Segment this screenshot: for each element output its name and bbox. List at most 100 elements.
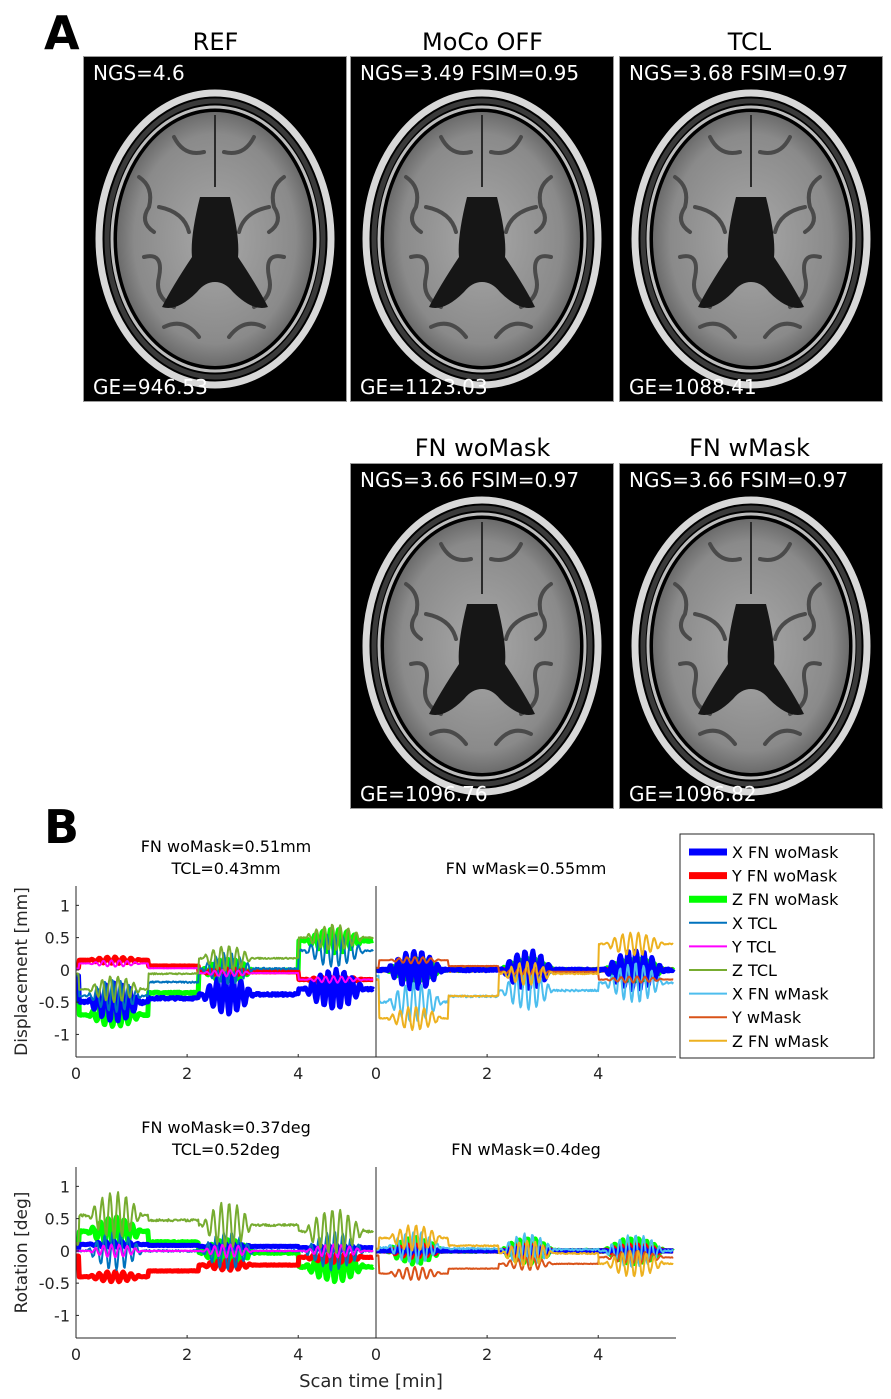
sulcus <box>222 135 256 155</box>
x-tick-label: 2 <box>182 1064 192 1083</box>
metric-ge: GE=1123.03 <box>360 375 488 399</box>
legend-label: Z TCL <box>732 961 777 980</box>
y-tick-label: 0.5 <box>45 1210 70 1229</box>
sulcus <box>489 135 523 155</box>
metric-ge: GE=1096.82 <box>629 782 757 806</box>
sulcus <box>409 254 443 309</box>
image-title-fn-wmask: FN wMask <box>689 434 810 462</box>
legend-label: X FN wMask <box>732 985 829 1004</box>
sulcus <box>409 661 443 716</box>
panel-a-label: A <box>44 6 80 60</box>
sulcus <box>504 612 538 641</box>
mri-image-tcl: NGS=3.68 FSIM=0.97 GE=1088.41 <box>619 56 883 402</box>
legend-label: Y wMask <box>731 1008 802 1027</box>
chart-3: 0 2 4 FN wMask=0.4deg <box>371 1140 676 1364</box>
x-tick-label: 4 <box>293 1345 303 1364</box>
chart-title: TCL=0.43mm <box>170 859 280 878</box>
sulcus <box>267 175 286 234</box>
sulcus <box>698 321 737 339</box>
image-title-ref: REF <box>192 28 239 56</box>
sulcus <box>227 321 266 339</box>
sulcus <box>489 542 523 562</box>
sulcus <box>494 728 533 746</box>
y-tick-label: 1 <box>60 896 70 915</box>
y-tick-label: 0 <box>60 1242 70 1261</box>
image-title-moco-off: MoCo OFF <box>422 28 543 56</box>
series-z-fn-wmask <box>376 1224 674 1278</box>
brain-scan-graphic <box>362 496 602 796</box>
x-tick-label: 2 <box>482 1064 492 1083</box>
sulcus <box>429 321 468 339</box>
metric-ge: GE=1096.76 <box>360 782 488 806</box>
y-tick-label: -0.5 <box>39 1274 70 1293</box>
sulcus <box>172 135 206 155</box>
y-tick-label: 0.5 <box>45 929 70 948</box>
metric-ge: GE=1088.41 <box>629 375 757 399</box>
series-x-tcl <box>76 933 374 1013</box>
metric-top: NGS=3.66 FSIM=0.97 <box>360 468 580 492</box>
sulcus <box>404 175 423 234</box>
sulcus <box>429 728 468 746</box>
ventricles <box>698 604 804 715</box>
x-tick-label: 0 <box>71 1064 81 1083</box>
metric-top: NGS=4.6 <box>93 61 185 85</box>
series-group <box>76 1191 375 1285</box>
x-tick-label: 4 <box>293 1064 303 1083</box>
skull-outer <box>631 89 871 389</box>
skull-outer <box>362 89 602 389</box>
x-tick-label: 4 <box>593 1345 603 1364</box>
sulcus <box>773 205 807 234</box>
sulcus <box>803 175 822 234</box>
sulcus <box>758 542 792 562</box>
series-group <box>376 1224 675 1281</box>
series-y-wmask <box>376 956 674 984</box>
sulcus <box>494 321 533 339</box>
sulcus <box>773 612 807 641</box>
skull-rim <box>377 512 587 780</box>
ventricles <box>429 604 535 715</box>
sulcus <box>424 205 458 234</box>
sulcus <box>424 612 458 641</box>
legend-label: X TCL <box>732 914 777 933</box>
series-group <box>376 931 676 1032</box>
sulcus <box>708 542 742 562</box>
x-tick-label: 4 <box>593 1064 603 1083</box>
sulcus <box>678 661 712 716</box>
sulcus <box>534 582 553 641</box>
brain-scan-graphic <box>362 89 602 389</box>
x-tick-label: 0 <box>371 1345 381 1364</box>
y-tick-label: -1 <box>54 1025 70 1044</box>
legend-label: Z FN woMask <box>732 890 839 909</box>
mri-image-moco-off: NGS=3.49 FSIM=0.95 GE=1123.03 <box>350 56 614 402</box>
skull-outer <box>95 89 335 389</box>
chart-1: 0 2 4 FN wMask=0.55mm <box>371 859 676 1083</box>
ventricles <box>698 197 804 308</box>
sulcus <box>693 205 727 234</box>
legend-label: Y FN woMask <box>731 867 838 886</box>
sulcus <box>162 321 201 339</box>
legend-label: Y TCL <box>731 937 776 956</box>
sulcus <box>698 728 737 746</box>
sulcus <box>678 254 712 309</box>
chart-title: FN woMask=0.51mm <box>141 837 312 856</box>
sulcus <box>142 254 176 309</box>
skull-rim <box>646 512 856 780</box>
panel-b-label: B <box>44 800 80 854</box>
x-tick-label: 2 <box>482 1345 492 1364</box>
sulcus <box>404 582 423 641</box>
sulcus <box>758 135 792 155</box>
skull-outer <box>362 496 602 796</box>
metric-top: NGS=3.66 FSIM=0.97 <box>629 468 849 492</box>
sulcus <box>803 582 822 641</box>
x-axis-label: Scan time [min] <box>299 1371 443 1392</box>
x-tick-label: 2 <box>182 1345 192 1364</box>
series-z-tcl <box>76 923 374 1003</box>
mri-image-fn-womask: NGS=3.66 FSIM=0.97 GE=1096.76 <box>350 463 614 809</box>
brain-scan-graphic <box>631 496 871 796</box>
brain-scan-graphic <box>95 89 335 389</box>
x-tick-label: 0 <box>371 1064 381 1083</box>
ventricles <box>429 197 535 308</box>
series-y-tcl <box>76 959 374 984</box>
chart-title: FN wMask=0.55mm <box>446 859 607 878</box>
legend-label: X FN woMask <box>732 843 839 862</box>
